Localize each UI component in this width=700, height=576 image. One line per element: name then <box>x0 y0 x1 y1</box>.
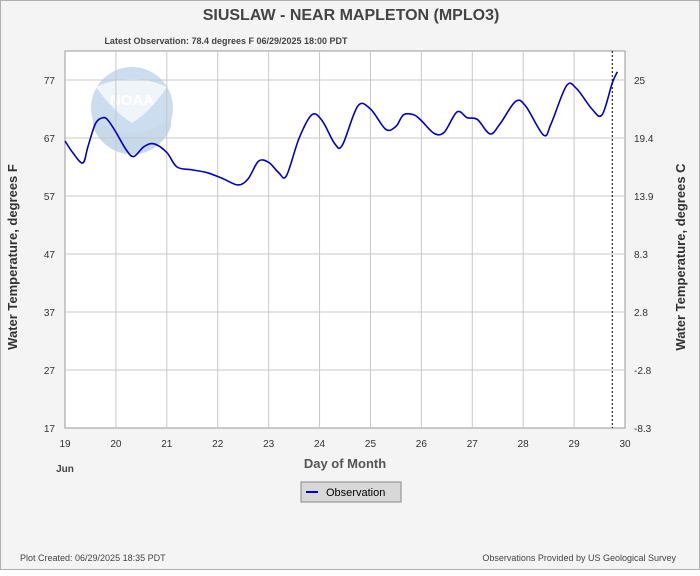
legend: Observation <box>300 481 402 503</box>
chart-title: SIUSLAW - NEAR MAPLETON (MPLO3) <box>203 7 500 24</box>
y-axis-right-ticks: -8.3 -2.8 2.8 8.3 13.9 19.4 25 <box>634 76 654 435</box>
x-axis-ticks: 19 20 21 22 23 24 25 26 27 28 29 30 <box>59 439 631 450</box>
series-group <box>64 71 619 186</box>
y-axis-left-ticks: 17 27 37 47 57 67 77 <box>44 76 56 435</box>
x-tick-label: 28 <box>518 439 530 450</box>
plot-created-note: Plot Created: 06/29/2025 18:35 PDT <box>20 553 166 563</box>
y-tick-label-left: 67 <box>44 134 56 145</box>
y-axis-right-label: Water Temperature, degrees C <box>673 163 688 351</box>
x-tick-label: 19 <box>59 439 71 450</box>
y-tick-label-right: 13.9 <box>634 192 654 203</box>
y-axis-left-label: Water Temperature, degrees F <box>5 164 20 350</box>
series-line-observation <box>64 71 619 186</box>
x-tick-label: 22 <box>212 439 224 450</box>
noaa-logo-text: NOAA <box>110 92 154 109</box>
y-tick-label-left: 47 <box>44 250 56 261</box>
y-tick-label-left: 27 <box>44 366 56 377</box>
y-tick-label-right: 2.8 <box>634 308 648 319</box>
y-tick-label-left: 37 <box>44 308 56 319</box>
x-tick-label: 29 <box>569 439 581 450</box>
y-tick-label-right: -8.3 <box>634 424 652 435</box>
legend-label: Observation <box>326 487 385 499</box>
x-tick-label: 27 <box>467 439 479 450</box>
plot-area <box>64 50 626 429</box>
x-tick-label: 26 <box>416 439 428 450</box>
y-tick-label-left: 57 <box>44 192 56 203</box>
y-tick-label-right: 8.3 <box>634 250 648 261</box>
x-tick-label: 23 <box>263 439 275 450</box>
month-label: Jun <box>56 464 74 475</box>
x-axis-label: Day of Month <box>304 456 386 471</box>
y-tick-label-right: 25 <box>634 76 646 87</box>
grid-lines <box>65 51 625 428</box>
noaa-logo: NOAA <box>91 67 173 155</box>
chart-subtitle: Latest Observation: 78.4 degrees F 06/29… <box>104 36 348 46</box>
y-tick-label-right: 19.4 <box>634 134 654 145</box>
y-tick-label-left: 77 <box>44 76 56 87</box>
data-source-note: Observations Provided by US Geological S… <box>482 553 676 563</box>
x-tick-label: 30 <box>619 439 631 450</box>
y-tick-label-left: 17 <box>44 424 56 435</box>
legend-box <box>300 481 402 503</box>
x-tick-label: 24 <box>314 439 326 450</box>
x-tick-label: 20 <box>110 439 122 450</box>
x-tick-label: 21 <box>161 439 173 450</box>
y-tick-label-right: -2.8 <box>634 366 652 377</box>
x-tick-label: 25 <box>365 439 377 450</box>
